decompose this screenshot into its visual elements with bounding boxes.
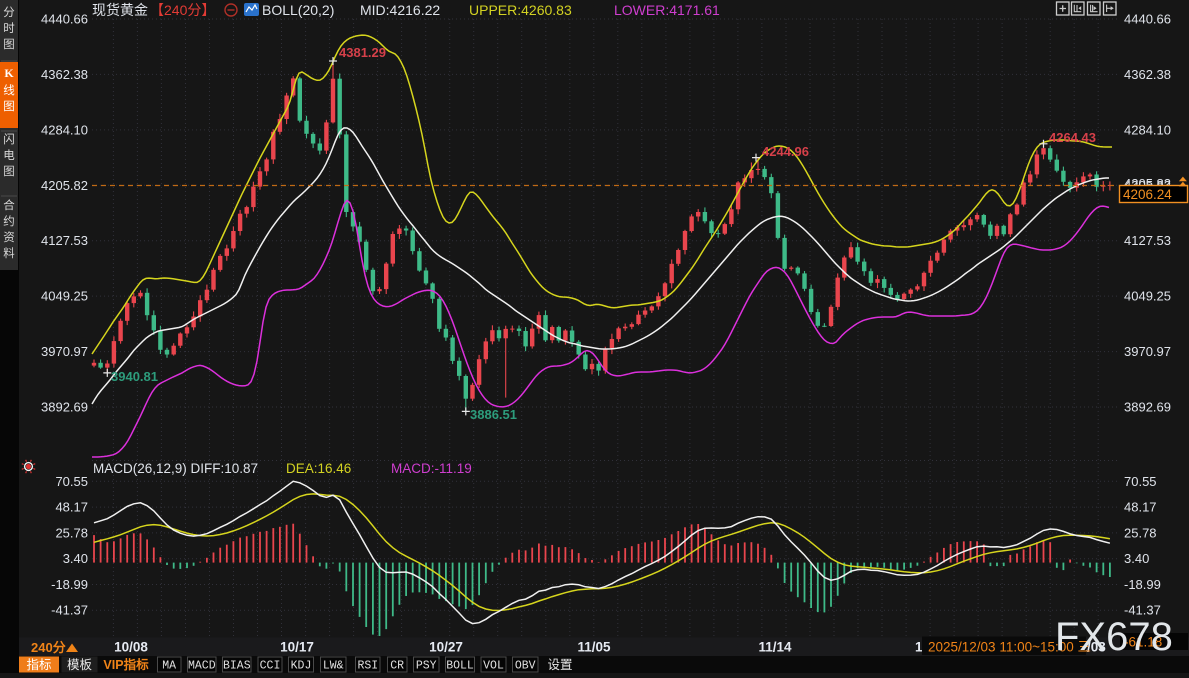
svg-text:图: 图	[3, 100, 15, 113]
svg-text:合: 合	[3, 198, 15, 212]
svg-text:图: 图	[3, 165, 15, 178]
svg-text:11/14: 11/14	[758, 640, 792, 655]
svg-text:BOLL: BOLL	[446, 660, 474, 673]
svg-text:3970.97: 3970.97	[41, 344, 88, 359]
svg-text:资: 资	[3, 231, 15, 244]
svg-text:【240分】: 【240分】	[150, 2, 215, 18]
svg-text:CR: CR	[390, 660, 404, 673]
svg-text:MACD(26,12,9) DIFF:10.87: MACD(26,12,9) DIFF:10.87	[93, 461, 258, 476]
svg-text:时: 时	[3, 22, 15, 35]
svg-text:线: 线	[3, 83, 15, 97]
svg-text:4264.43: 4264.43	[1049, 130, 1096, 145]
svg-text:现货黄金: 现货黄金	[92, 2, 148, 18]
svg-text:4284.10: 4284.10	[1124, 122, 1171, 137]
svg-text:4440.66: 4440.66	[41, 12, 88, 27]
svg-text:KDJ: KDJ	[291, 660, 312, 673]
svg-text:11/05: 11/05	[577, 640, 611, 655]
svg-text:3.40: 3.40	[1124, 551, 1149, 566]
svg-text:模板: 模板	[67, 658, 93, 672]
svg-text:MA: MA	[162, 660, 176, 673]
svg-text:UPPER:4260.83: UPPER:4260.83	[469, 2, 572, 18]
svg-text:DEA:16.46: DEA:16.46	[286, 461, 351, 476]
svg-text:4244.96: 4244.96	[762, 144, 809, 159]
svg-text:K: K	[4, 66, 14, 80]
svg-text:10/08: 10/08	[114, 640, 148, 655]
svg-text:BIAS: BIAS	[223, 660, 251, 673]
svg-text:10/17: 10/17	[280, 640, 314, 655]
svg-text:FX678: FX678	[1055, 615, 1173, 659]
svg-text:2025/12/03 11:00~15:00 三: 2025/12/03 11:00~15:00 三	[928, 640, 1091, 655]
svg-text:4127.53: 4127.53	[1124, 233, 1171, 248]
svg-text:BOLL(20,2): BOLL(20,2)	[262, 2, 334, 18]
svg-text:10/27: 10/27	[429, 640, 463, 655]
svg-text:-18.99: -18.99	[51, 577, 88, 592]
svg-text:料: 料	[3, 246, 15, 260]
svg-text:3892.69: 3892.69	[1124, 400, 1171, 415]
svg-text:约: 约	[3, 214, 15, 228]
svg-text:4362.38: 4362.38	[41, 67, 88, 82]
svg-text:电: 电	[3, 149, 15, 162]
svg-text:VOL: VOL	[483, 660, 504, 673]
svg-text:4127.53: 4127.53	[41, 233, 88, 248]
svg-text:25.78: 25.78	[55, 525, 88, 540]
svg-text:设置: 设置	[547, 657, 572, 672]
svg-text:70.55: 70.55	[55, 474, 88, 489]
svg-text:70.55: 70.55	[1124, 474, 1157, 489]
svg-text:3.40: 3.40	[63, 551, 88, 566]
svg-text:3940.81: 3940.81	[111, 369, 158, 384]
svg-text:4362.38: 4362.38	[1124, 67, 1171, 82]
svg-text:1: 1	[915, 640, 923, 655]
svg-text:4049.25: 4049.25	[41, 289, 88, 304]
svg-text:4049.25: 4049.25	[1124, 289, 1171, 304]
svg-text:LOWER:4171.61: LOWER:4171.61	[614, 2, 720, 18]
svg-text:MACD: MACD	[188, 660, 216, 673]
svg-text:OBV: OBV	[515, 660, 536, 673]
svg-text:CCI: CCI	[260, 660, 281, 673]
svg-text:分: 分	[3, 6, 15, 19]
svg-text:3970.97: 3970.97	[1124, 344, 1171, 359]
svg-text:4205.82: 4205.82	[41, 178, 88, 193]
svg-text:PSY: PSY	[416, 660, 437, 673]
svg-text:4440.66: 4440.66	[1124, 12, 1171, 27]
svg-text:MACD:-11.19: MACD:-11.19	[391, 461, 472, 476]
svg-text:25.78: 25.78	[1124, 525, 1157, 540]
svg-text:3886.51: 3886.51	[470, 407, 517, 422]
svg-text:4284.10: 4284.10	[41, 122, 88, 137]
svg-text:指标: 指标	[26, 657, 51, 672]
svg-text:-18.99: -18.99	[1124, 577, 1161, 592]
svg-text:图: 图	[3, 38, 15, 51]
svg-text:-41.37: -41.37	[51, 603, 88, 618]
svg-text:48.17: 48.17	[1124, 500, 1157, 515]
svg-text:4381.29: 4381.29	[339, 45, 386, 60]
svg-text:LW&: LW&	[323, 660, 344, 673]
svg-text:闪: 闪	[3, 132, 15, 146]
svg-text:48.17: 48.17	[55, 500, 88, 515]
svg-text:-41.37: -41.37	[1124, 603, 1161, 618]
svg-text:240分: 240分	[31, 640, 66, 655]
svg-text:MID:4216.22: MID:4216.22	[360, 2, 440, 18]
svg-text:-61.18: -61.18	[1124, 635, 1162, 650]
svg-text:4206.24: 4206.24	[1123, 187, 1172, 202]
svg-text:RSI: RSI	[357, 660, 378, 673]
svg-text:3892.69: 3892.69	[41, 400, 88, 415]
svg-text:VIP指标: VIP指标	[103, 657, 149, 672]
